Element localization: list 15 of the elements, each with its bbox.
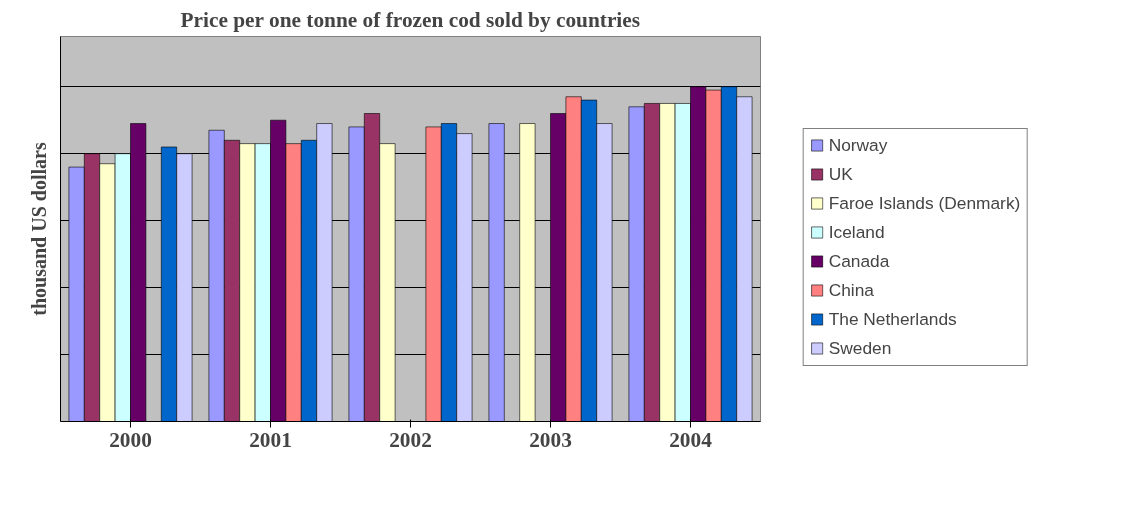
- x-tick-label: 2002: [389, 427, 432, 452]
- legend-label: Norway: [828, 134, 888, 156]
- legend-label: China: [828, 279, 874, 301]
- legend-label: The Netherlands: [828, 308, 957, 330]
- legend-label: Canada: [828, 250, 890, 272]
- x-tick-label: 2000: [109, 427, 152, 452]
- chart-title: Price per one tonne of frozen cod sold by countries: [180, 7, 641, 32]
- y-axis-title: thousand US dollars: [27, 142, 50, 316]
- legend-label: Sweden: [828, 337, 892, 359]
- legend-label: Faroe Islands (Denmark): [828, 192, 1021, 214]
- legend-label: UK: [828, 163, 853, 185]
- x-tick-label: 2001: [249, 427, 292, 452]
- legend-label: Iceland: [828, 221, 885, 243]
- x-tick-label: 2004: [669, 427, 713, 452]
- x-tick-label: 2003: [529, 427, 572, 452]
